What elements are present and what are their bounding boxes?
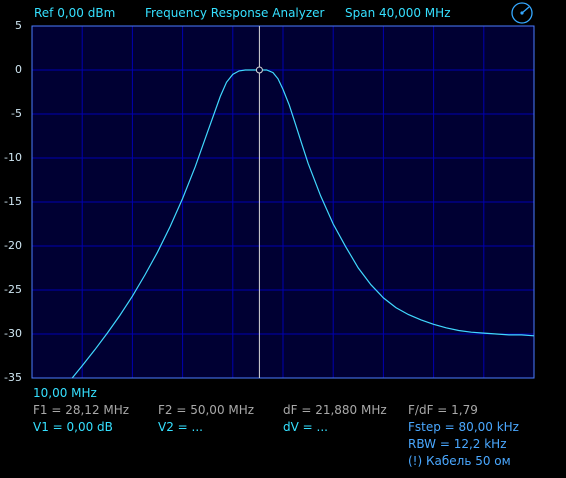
plot-grid — [32, 26, 534, 378]
start-frequency: 10,00 MHz — [33, 386, 97, 400]
y-tick-label: 5 — [15, 19, 22, 32]
fstep-readout: Fstep = 80,00 kHz — [408, 420, 519, 434]
v2-readout: V2 = ... — [158, 420, 203, 434]
plot-frame — [31, 25, 535, 379]
y-tick-label: -10 — [4, 151, 22, 164]
v1-readout: V1 = 0,00 dB — [33, 420, 113, 434]
y-tick-label: -15 — [4, 195, 22, 208]
span-label: Span 40,000 MHz — [345, 6, 451, 20]
cable-warning: (!) Кабель 50 ом — [408, 454, 511, 468]
response-trace — [71, 69, 535, 379]
app-title: Frequency Response Analyzer — [145, 6, 325, 20]
f1-readout: F1 = 28,12 MHz — [33, 403, 130, 417]
fdf-readout: F/dF = 1,79 — [408, 403, 478, 417]
dial-icon[interactable] — [511, 2, 533, 24]
y-tick-label: -5 — [11, 107, 22, 120]
y-tick-label: -35 — [4, 371, 22, 384]
y-tick-label: 0 — [15, 63, 22, 76]
df-readout: dF = 21,880 MHz — [283, 403, 387, 417]
y-tick-label: -20 — [4, 239, 22, 252]
y-tick-label: -30 — [4, 327, 22, 340]
marker-point[interactable] — [255, 66, 263, 74]
rbw-readout: RBW = 12,2 kHz — [408, 437, 507, 451]
dv-readout: dV = ... — [283, 420, 328, 434]
y-tick-label: -25 — [4, 283, 22, 296]
ref-level-label: Ref 0,00 dBm — [34, 6, 116, 20]
f2-readout: F2 = 50,00 MHz — [158, 403, 255, 417]
